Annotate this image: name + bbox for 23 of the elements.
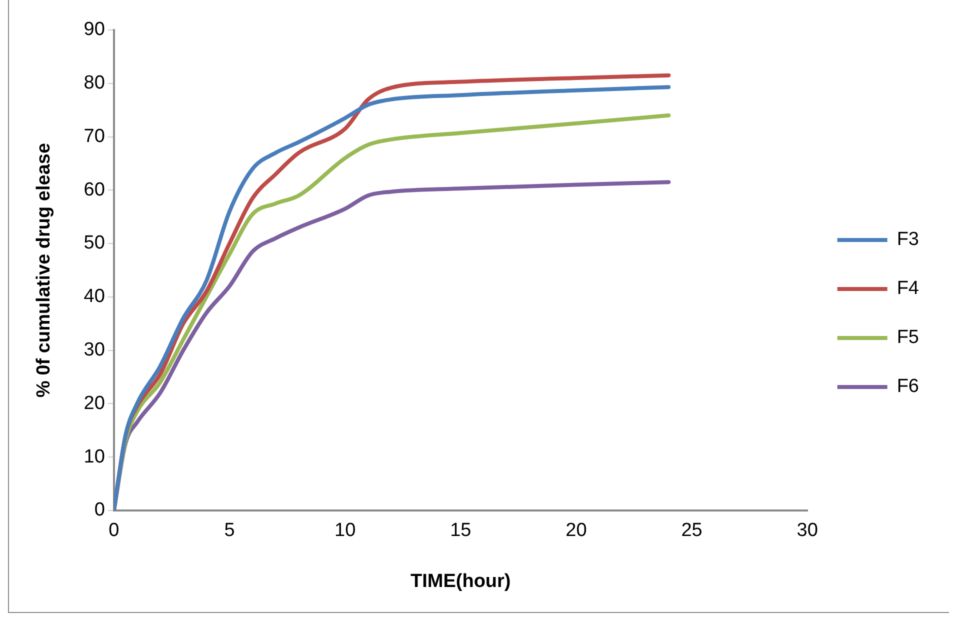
y-tick-label: 50 (84, 232, 105, 254)
y-tick-label: 90 (84, 19, 105, 40)
y-axis-title: % 0f cumulative drug elease (34, 142, 55, 398)
x-tick-label: 25 (681, 520, 702, 542)
y-tick-label: 80 (84, 72, 105, 94)
y-tick-label: 70 (84, 126, 105, 147)
x-tick-label: 30 (796, 520, 818, 542)
legend-label: F3 (896, 229, 920, 250)
y-tick-label: 40 (84, 286, 105, 308)
x-tick-label: 10 (334, 520, 356, 542)
y-tick-label: 10 (84, 446, 105, 468)
x-tick-label: 5 (224, 520, 235, 542)
legend-label: F6 (896, 376, 920, 398)
legend-label: F5 (896, 327, 920, 348)
legend-label: F4 (896, 278, 920, 300)
x-axis-title: TIME(hour) (410, 570, 511, 592)
y-tick-label: 60 (84, 179, 105, 200)
x-tick-label: 20 (566, 520, 587, 542)
y-tick-label: 0 (94, 500, 105, 521)
x-tick-label: 0 (108, 520, 120, 542)
y-tick-label: 20 (84, 392, 105, 414)
x-tick-label: 15 (450, 520, 472, 542)
y-tick-label: 30 (84, 340, 105, 360)
